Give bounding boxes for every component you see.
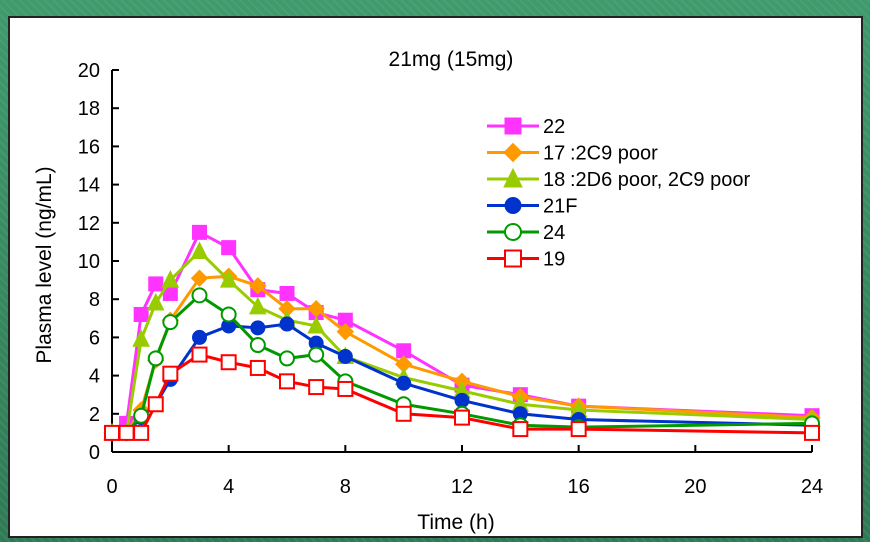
legend-label: 19 xyxy=(543,249,565,271)
y-tick-label: 8 xyxy=(89,289,100,311)
data-point-22 xyxy=(221,240,237,256)
legend-note: :2D6 poor, 2C9 poor xyxy=(570,169,750,191)
x-axis-label: Time (h) xyxy=(417,511,494,534)
data-point-24 xyxy=(308,346,325,363)
series-line-24 xyxy=(112,293,813,435)
data-point-18 xyxy=(249,296,267,315)
y-tick-label: 6 xyxy=(89,327,100,349)
data-point-21F xyxy=(396,375,412,391)
data-point-19 xyxy=(804,424,820,441)
data-point-19 xyxy=(249,359,266,376)
data-point-22 xyxy=(192,224,207,240)
data-point-17 xyxy=(336,322,355,341)
legend-label: 24 xyxy=(543,222,565,244)
legend-entry-18: 18:2D6 poor, 2C9 poor xyxy=(487,167,750,191)
data-point-19 xyxy=(512,421,529,438)
legend-entry-17: 17:2C9 poor xyxy=(487,143,658,165)
legend-marker xyxy=(504,117,522,135)
data-point-22 xyxy=(133,306,149,322)
data-point-24 xyxy=(191,287,208,304)
legend-label: 22 xyxy=(543,116,565,138)
data-point-19 xyxy=(133,424,150,441)
y-tick-label: 12 xyxy=(78,213,100,235)
data-point-24 xyxy=(162,314,179,331)
data-point-22 xyxy=(148,276,164,292)
legend-marker xyxy=(504,223,522,241)
data-point-18 xyxy=(219,269,238,288)
data-point-18 xyxy=(190,241,209,259)
x-tick-label: 16 xyxy=(568,476,590,498)
x-tick-label: 20 xyxy=(684,476,706,498)
data-point-21F xyxy=(279,316,295,332)
data-point-22 xyxy=(279,285,295,301)
legend-marker xyxy=(504,249,522,268)
data-point-19 xyxy=(147,396,164,413)
x-tick-label: 4 xyxy=(223,476,234,498)
data-point-19 xyxy=(337,380,354,397)
y-axis-label: Plasma level (ng/mL) xyxy=(33,166,56,363)
series-19 xyxy=(104,346,820,441)
data-point-19 xyxy=(308,379,325,396)
legend-entry-24: 24 xyxy=(487,222,565,244)
data-point-18 xyxy=(132,329,150,347)
data-point-17 xyxy=(249,277,267,295)
legend-label: 18 xyxy=(543,169,565,191)
data-point-18 xyxy=(146,292,165,311)
series-line-19 xyxy=(112,352,813,435)
data-point-21F xyxy=(192,329,207,345)
legend-label: 17 xyxy=(543,143,565,165)
data-point-19 xyxy=(104,424,120,441)
x-tick-label: 24 xyxy=(801,476,823,498)
y-tick-label: 0 xyxy=(89,442,100,464)
y-tick-label: 10 xyxy=(78,251,100,273)
series-line-18 xyxy=(112,249,813,435)
data-point-19 xyxy=(191,346,208,363)
y-tick-label: 20 xyxy=(78,60,100,82)
data-point-21F xyxy=(454,392,470,408)
data-point-19 xyxy=(395,405,412,422)
legend-entry-22: 22 xyxy=(487,116,565,138)
y-tick-label: 16 xyxy=(78,136,100,158)
data-point-19 xyxy=(162,365,179,382)
data-point-19 xyxy=(118,424,135,441)
data-point-24 xyxy=(133,407,150,424)
y-tick-label: 18 xyxy=(78,98,100,120)
y-tick-label: 4 xyxy=(89,366,100,388)
x-tick-label: 8 xyxy=(340,476,351,498)
data-point-21F xyxy=(250,320,266,336)
chart-title: 21mg (15mg) xyxy=(389,48,514,71)
data-point-18 xyxy=(307,315,325,334)
data-point-24 xyxy=(249,337,266,354)
legend-entry-19: 19 xyxy=(487,249,565,271)
data-point-19 xyxy=(570,421,587,438)
chart-panel: 21mg (15mg) 0 2 4 6 8 10 12 14 16 18 20 0 4 8 12 16 20 24… xyxy=(8,16,863,538)
legend-entry-21F: 21F xyxy=(487,196,577,218)
x-tick-label: 12 xyxy=(451,476,473,498)
data-point-21F xyxy=(337,349,353,364)
data-point-24 xyxy=(220,306,237,323)
legend-marker xyxy=(503,142,523,163)
legend-marker xyxy=(504,197,522,214)
data-point-19 xyxy=(279,373,295,390)
data-point-19 xyxy=(454,409,470,426)
y-tick-label: 14 xyxy=(78,175,100,197)
data-point-18 xyxy=(161,269,180,288)
data-point-24 xyxy=(147,350,164,367)
y-tick-label: 2 xyxy=(89,404,100,426)
legend-marker xyxy=(503,167,523,188)
data-point-24 xyxy=(279,350,295,367)
legend-label: 21F xyxy=(543,196,577,218)
x-tick-label: 0 xyxy=(106,476,117,498)
data-point-17 xyxy=(190,269,209,287)
legend-note: :2C9 poor xyxy=(570,143,658,165)
data-point-19 xyxy=(220,354,237,371)
